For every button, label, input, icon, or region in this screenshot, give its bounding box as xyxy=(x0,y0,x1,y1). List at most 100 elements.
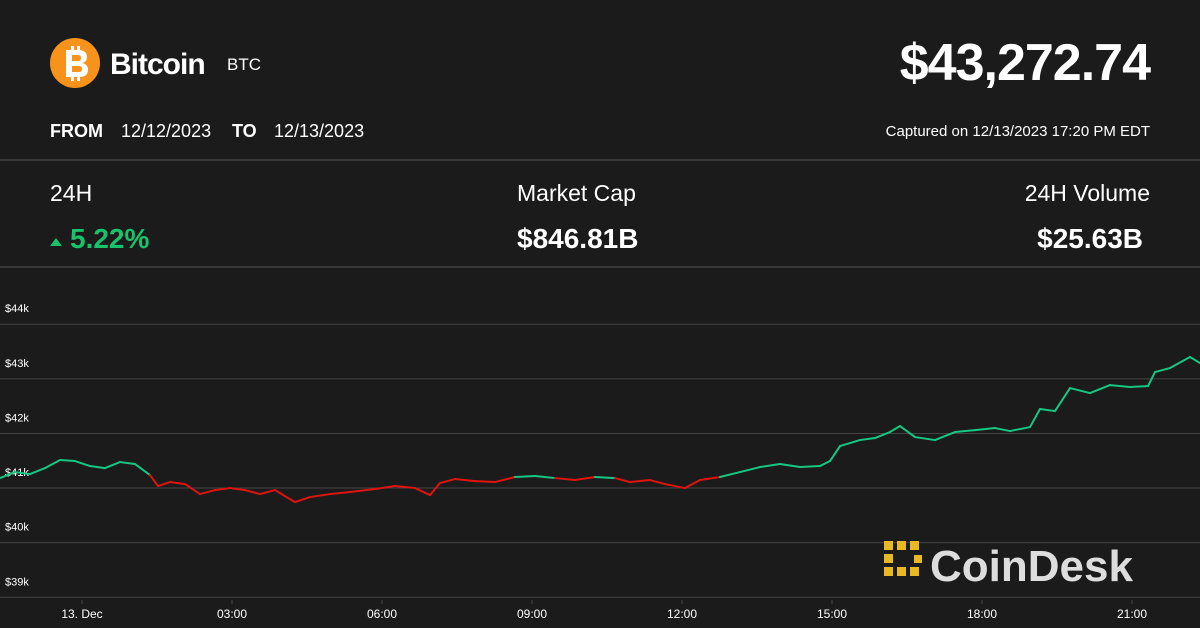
price-line xyxy=(1009,426,1031,433)
price-line xyxy=(1154,367,1171,374)
price-line xyxy=(839,439,861,448)
price-line xyxy=(684,479,701,490)
price-line xyxy=(184,483,201,496)
from-label: FROM xyxy=(50,121,103,141)
price-line xyxy=(59,459,76,463)
stat-value: 5.22% xyxy=(70,223,149,254)
x-tick-label: 09:00 xyxy=(517,607,547,621)
stat-label: 24H xyxy=(50,180,92,206)
y-tick-label: $43k xyxy=(5,358,29,370)
price-line xyxy=(739,466,761,474)
price-line xyxy=(829,445,841,463)
price-line xyxy=(244,489,261,496)
price-line xyxy=(1109,384,1131,389)
up-arrow xyxy=(50,238,62,246)
price-line xyxy=(799,465,821,469)
price-line xyxy=(994,427,1011,433)
coindesk-logo xyxy=(884,541,922,576)
captured: Captured on 12/13/2023 17:20 PM EDT xyxy=(886,123,1150,140)
price-line xyxy=(1054,387,1071,413)
coin-name: Bitcoin xyxy=(110,48,205,81)
price-line xyxy=(214,487,231,492)
bitcoin-logo xyxy=(50,38,100,88)
price-line xyxy=(494,476,516,484)
price-line xyxy=(1089,384,1111,395)
price-line xyxy=(534,475,556,480)
x-tick-label: 03:00 xyxy=(217,607,247,621)
price-line xyxy=(104,461,121,470)
price-line xyxy=(349,488,376,494)
price-line xyxy=(1069,387,1091,395)
price-line xyxy=(974,427,996,432)
price-line xyxy=(134,463,151,477)
price-line xyxy=(274,489,296,504)
price-line xyxy=(29,467,46,476)
price-line xyxy=(119,461,136,466)
stat-label: 24H Volume xyxy=(1025,180,1150,206)
price-line xyxy=(664,483,686,490)
price-line xyxy=(759,463,781,469)
price-line xyxy=(1169,356,1191,370)
price: $43,272.74 xyxy=(900,34,1151,92)
price-line xyxy=(439,478,456,485)
price-line xyxy=(89,465,106,470)
price-line xyxy=(934,431,956,442)
price-line xyxy=(954,429,976,434)
price-line xyxy=(699,476,721,482)
stat-label: Market Cap xyxy=(517,180,636,206)
price-line xyxy=(1147,371,1156,388)
price-line xyxy=(414,487,431,497)
x-tick-label: 13. Dec xyxy=(61,607,102,621)
price-line xyxy=(719,471,741,479)
price-line xyxy=(629,479,651,484)
price-line xyxy=(1129,385,1149,389)
price-line xyxy=(1039,408,1056,413)
price-line xyxy=(899,425,916,439)
x-tick-label: 12:00 xyxy=(667,607,697,621)
price-line xyxy=(199,489,216,496)
x-tick-label: 15:00 xyxy=(817,607,847,621)
stat-value: $25.63B xyxy=(1037,223,1143,254)
price-line xyxy=(294,496,311,504)
x-tick-label: 06:00 xyxy=(367,607,397,621)
price-line xyxy=(554,477,576,482)
price-line xyxy=(614,477,631,484)
to-date: 12/13/2023 xyxy=(274,121,364,141)
y-tick-label: $44k xyxy=(5,303,29,315)
price-line xyxy=(779,463,801,469)
price-line xyxy=(229,487,246,492)
y-tick-label: $39k xyxy=(5,576,29,588)
y-tick-label: $42k xyxy=(5,412,29,424)
price-line xyxy=(594,476,616,480)
y-tick-label: $40k xyxy=(5,522,29,534)
price-line xyxy=(889,425,901,434)
price-line xyxy=(149,474,159,488)
price-line xyxy=(1189,356,1200,365)
price-line xyxy=(329,491,351,496)
price-line xyxy=(14,471,31,476)
price-line xyxy=(44,459,61,470)
price-line xyxy=(474,480,496,484)
price-line xyxy=(74,460,91,468)
from-date: 12/12/2023 xyxy=(121,121,211,141)
price-line xyxy=(454,478,476,483)
price-line xyxy=(649,479,666,486)
price-line xyxy=(309,493,331,499)
price-line xyxy=(874,431,891,440)
coin-symbol: BTC xyxy=(227,55,261,74)
price-line xyxy=(429,482,441,497)
price-line xyxy=(914,436,936,442)
price-line xyxy=(169,481,186,486)
price-line xyxy=(374,485,396,491)
price-line xyxy=(574,476,596,482)
price-line xyxy=(1029,408,1041,429)
price-line xyxy=(514,475,536,479)
price-line xyxy=(394,485,416,490)
watermark: CoinDesk xyxy=(930,542,1133,591)
price-line xyxy=(819,460,831,468)
x-tick-label: 18:00 xyxy=(967,607,997,621)
